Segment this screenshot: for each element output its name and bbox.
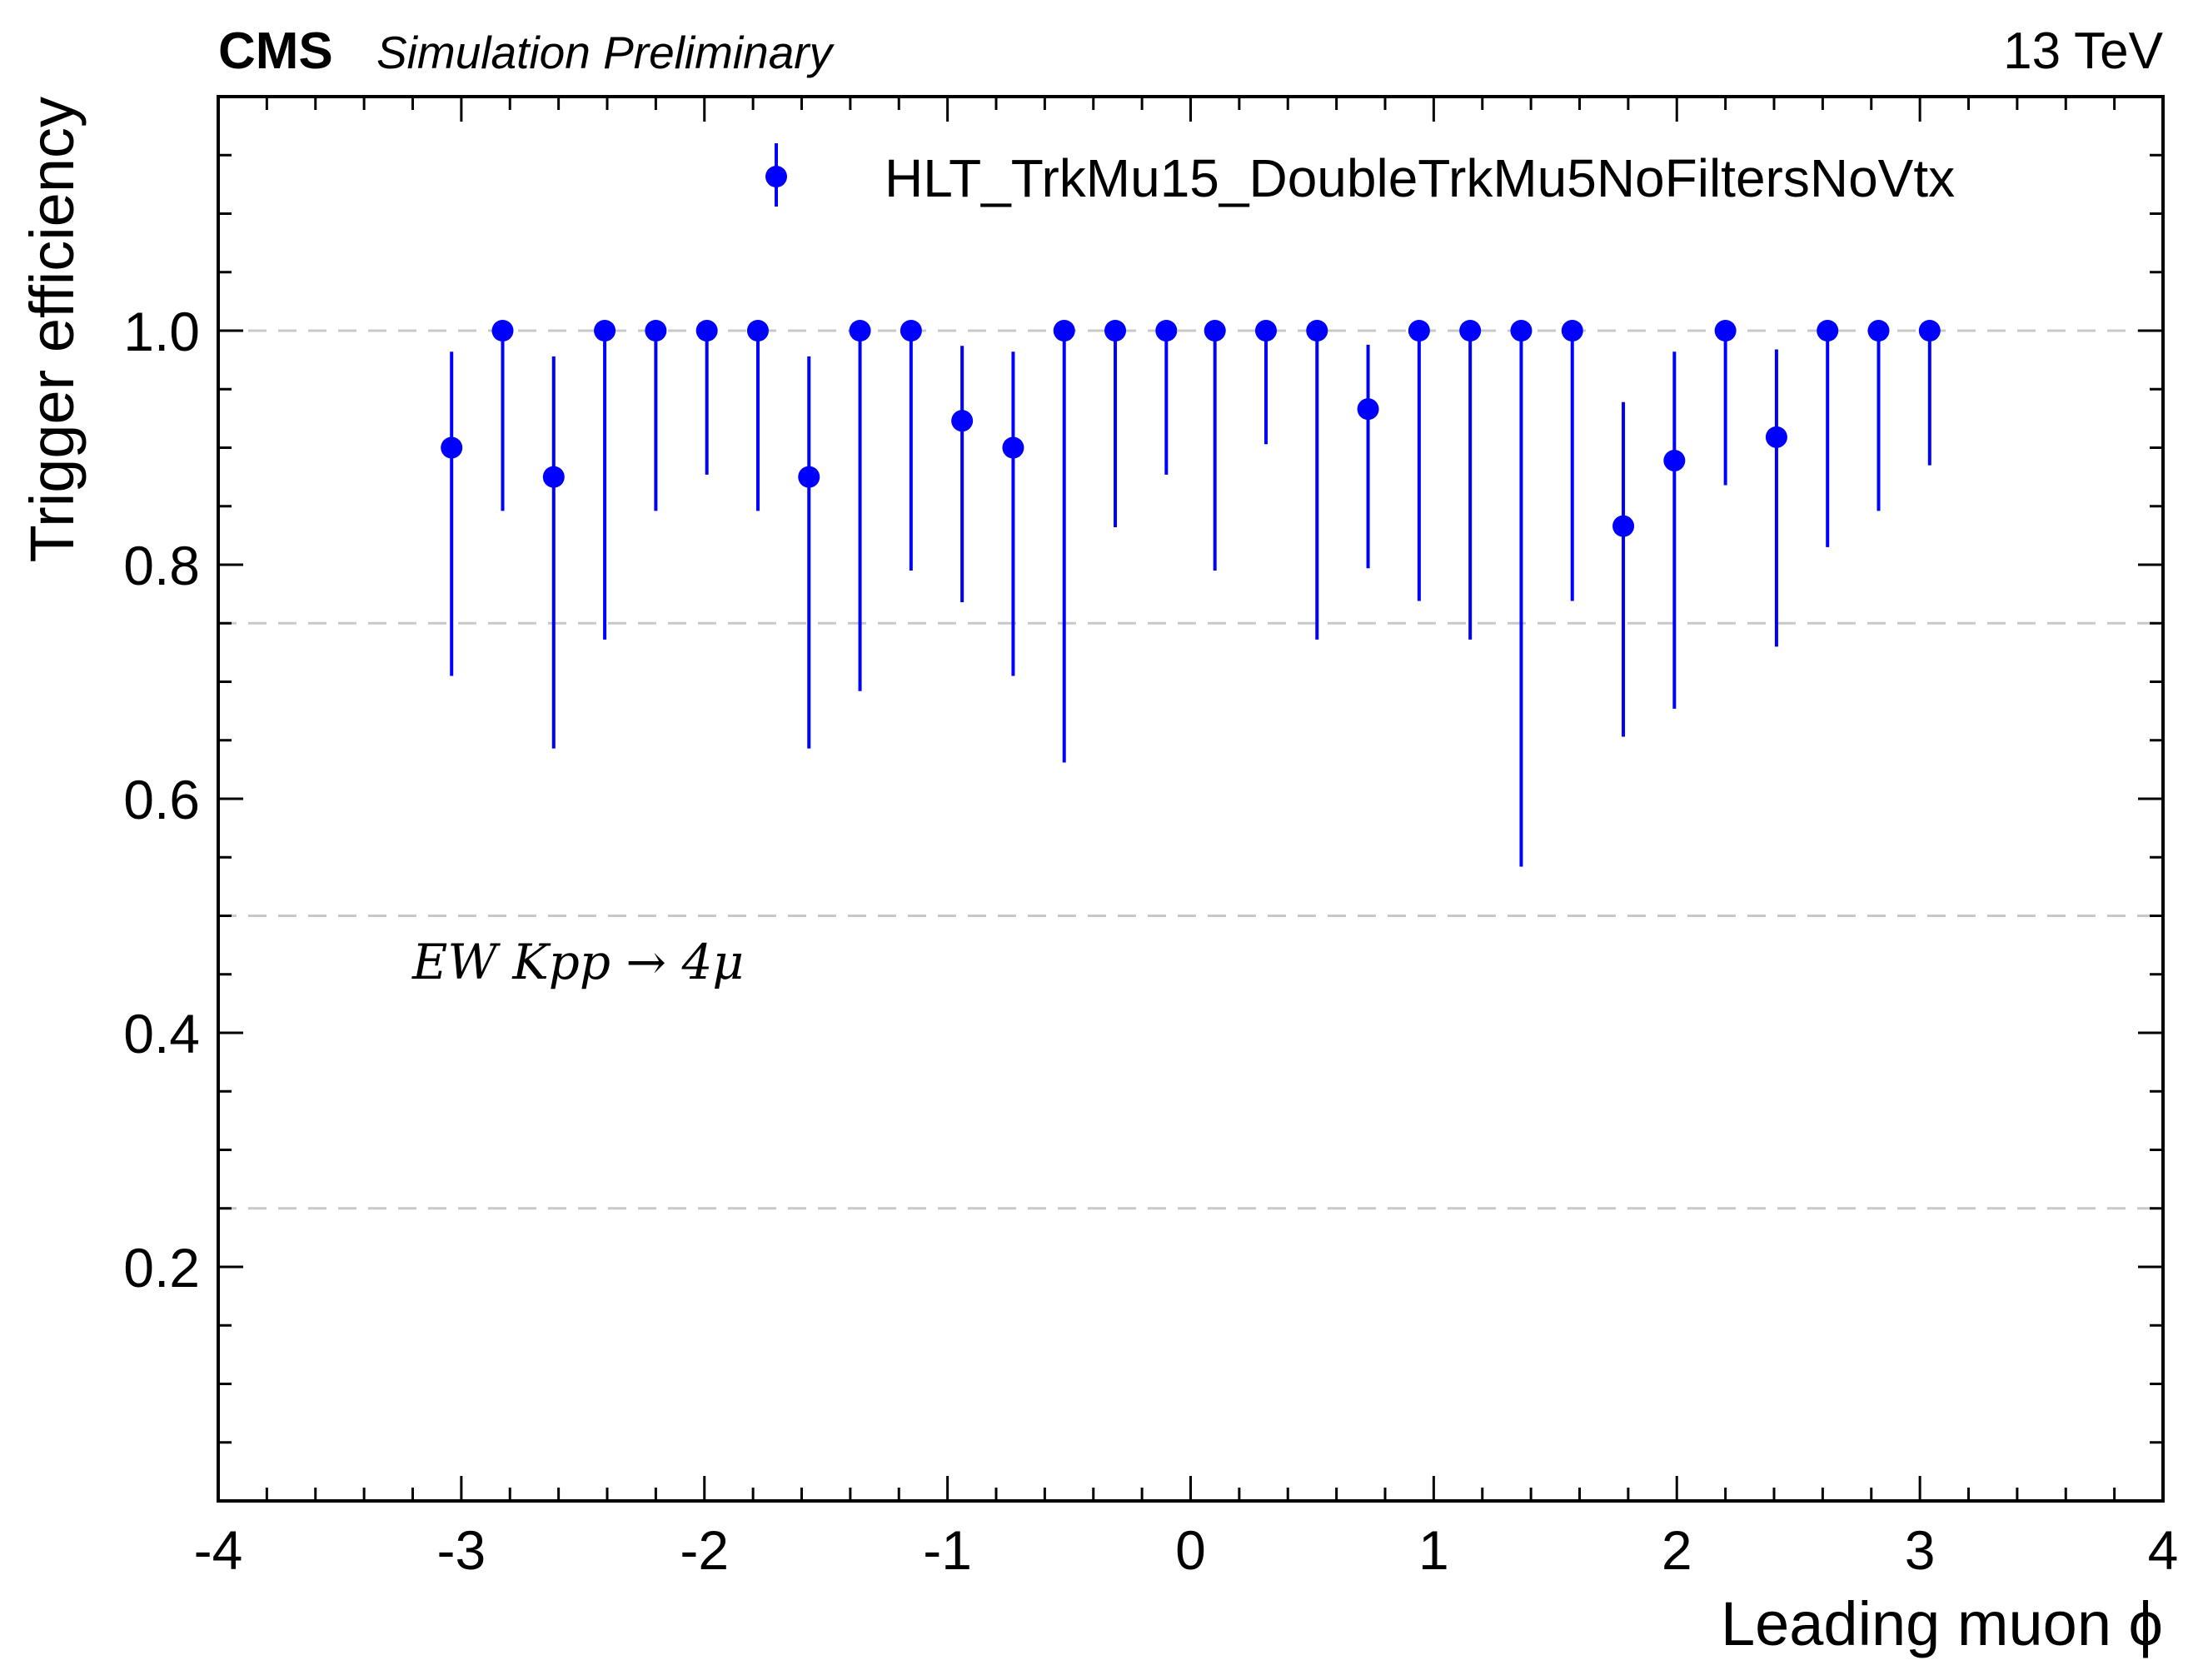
data-point [1867, 320, 1890, 341]
x-axis-label: Leading muon ϕ [1721, 1589, 2163, 1658]
data-point [900, 320, 922, 341]
y-axis-label: Trigger efficiency [17, 97, 87, 562]
x-tick-label: -4 [194, 1519, 243, 1581]
data-point [1104, 320, 1127, 341]
data-point [1408, 320, 1430, 341]
data-point [441, 436, 463, 459]
legend-marker [765, 166, 787, 187]
y-tick-label: 0.4 [123, 1003, 200, 1064]
data-point [1510, 320, 1533, 341]
energy-label: 13 TeV [2003, 22, 2164, 80]
data-point [1663, 449, 1686, 471]
data-point [542, 466, 565, 488]
data-point [1002, 436, 1024, 459]
x-tick-label: 1 [1418, 1519, 1449, 1581]
y-tick-label: 0.2 [123, 1237, 200, 1299]
data-point [1053, 320, 1075, 341]
x-tick-label: 2 [1662, 1519, 1692, 1581]
data-point [1306, 320, 1328, 341]
data-point [951, 410, 974, 432]
data-point [1817, 320, 1839, 341]
data-point [491, 320, 514, 341]
x-tick-label: -2 [680, 1519, 729, 1581]
data-point [695, 320, 718, 341]
x-tick-label: 4 [2148, 1519, 2179, 1581]
data-point [1714, 320, 1737, 341]
process-annotation: EW Kpp → 4μ [411, 934, 744, 990]
legend: HLT_TrkMu15_DoubleTrkMu5NoFiltersNoVtx [765, 143, 1955, 208]
data-point [1612, 515, 1635, 537]
experiment-label: CMS [218, 22, 333, 80]
x-tick-label: -1 [923, 1519, 972, 1581]
legend-label: HLT_TrkMu15_DoubleTrkMu5NoFiltersNoVtx [885, 148, 1955, 208]
y-tick-label: 1.0 [123, 301, 200, 362]
tick-labels: -4 -3 -2 -1 0 1 2 3 4 0.2 0.4 0.6 0.8 1.0 [123, 301, 2178, 1581]
data-point [746, 320, 769, 341]
data-point [849, 320, 871, 341]
grid-lines [218, 329, 2163, 1210]
plot-frame [217, 95, 2165, 1503]
y-tick-label: 0.8 [123, 535, 200, 596]
data-point [645, 320, 667, 341]
x-tick-label: 0 [1175, 1519, 1206, 1581]
data-point [1357, 398, 1379, 421]
data-point [1918, 320, 1941, 341]
subtitle-label: Simulation Preliminary [376, 27, 835, 78]
data-point [1204, 320, 1226, 341]
data-point [1459, 320, 1482, 341]
x-tick-label: -3 [437, 1519, 486, 1581]
data-point [1254, 320, 1277, 341]
data-point [1561, 320, 1583, 341]
data-series [441, 320, 1941, 867]
x-tick-label: 3 [1905, 1519, 1936, 1581]
data-point [594, 320, 616, 341]
y-tick-label: 0.6 [123, 769, 200, 830]
data-point [798, 466, 820, 488]
data-point [1765, 426, 1787, 448]
data-point [1155, 320, 1178, 341]
